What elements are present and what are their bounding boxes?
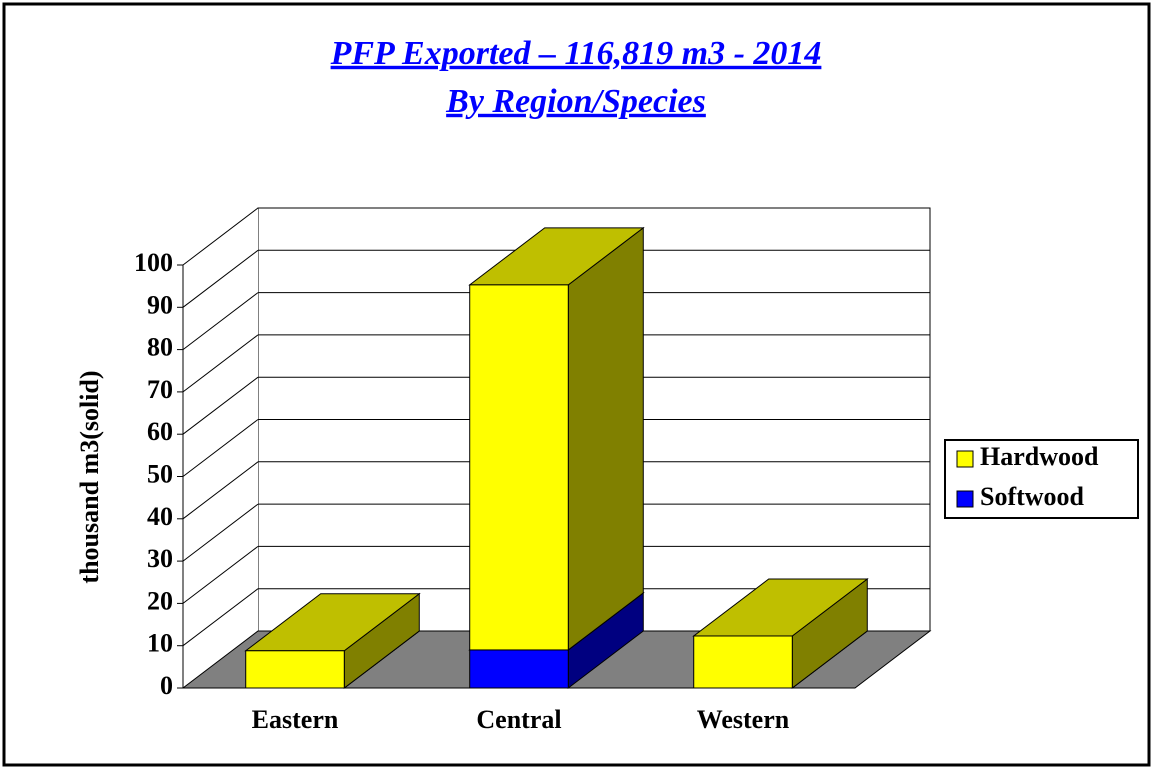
legend-swatch xyxy=(956,490,974,508)
y-tick-label: 30 xyxy=(147,544,173,573)
y-tick-label: 60 xyxy=(147,417,173,446)
chart-subtitle: By Region/Species xyxy=(445,83,706,120)
y-tick-label: 50 xyxy=(147,459,173,488)
y-tick-label: 40 xyxy=(147,502,173,531)
grid-line xyxy=(182,249,259,308)
grid-line xyxy=(182,207,259,266)
grid-line xyxy=(182,292,259,350)
x-tick-label: Eastern xyxy=(252,705,339,734)
y-tick-label: 80 xyxy=(147,333,173,362)
bar xyxy=(693,635,793,689)
grid-line xyxy=(182,546,259,604)
y-axis-label: thousand m3(solid) xyxy=(75,370,104,583)
y-tick-label: 100 xyxy=(134,248,173,277)
grid-line xyxy=(182,461,259,520)
legend-label: Hardwood xyxy=(980,442,1099,471)
chart-title: PFP Exported – 116,819 m3 - 2014 xyxy=(330,35,822,72)
y-tick-label: 90 xyxy=(147,290,173,319)
bar xyxy=(245,650,345,689)
x-tick-label: Western xyxy=(697,705,790,734)
grid-line xyxy=(182,503,259,562)
grid-line xyxy=(182,419,259,477)
y-tick-label: 10 xyxy=(147,629,173,658)
y-tick-label: 20 xyxy=(147,586,173,615)
bar xyxy=(469,284,569,651)
x-tick-label: Central xyxy=(476,705,561,734)
legend-swatch xyxy=(956,450,974,468)
grid-line xyxy=(182,376,259,435)
bar-side xyxy=(567,226,644,651)
legend-label: Softwood xyxy=(980,482,1085,511)
y-tick-label: 0 xyxy=(160,671,173,700)
bar xyxy=(469,649,569,689)
grid-line xyxy=(182,588,259,647)
legend-box xyxy=(944,439,1139,519)
y-tick-label: 70 xyxy=(147,375,173,404)
grid-line xyxy=(182,334,259,393)
